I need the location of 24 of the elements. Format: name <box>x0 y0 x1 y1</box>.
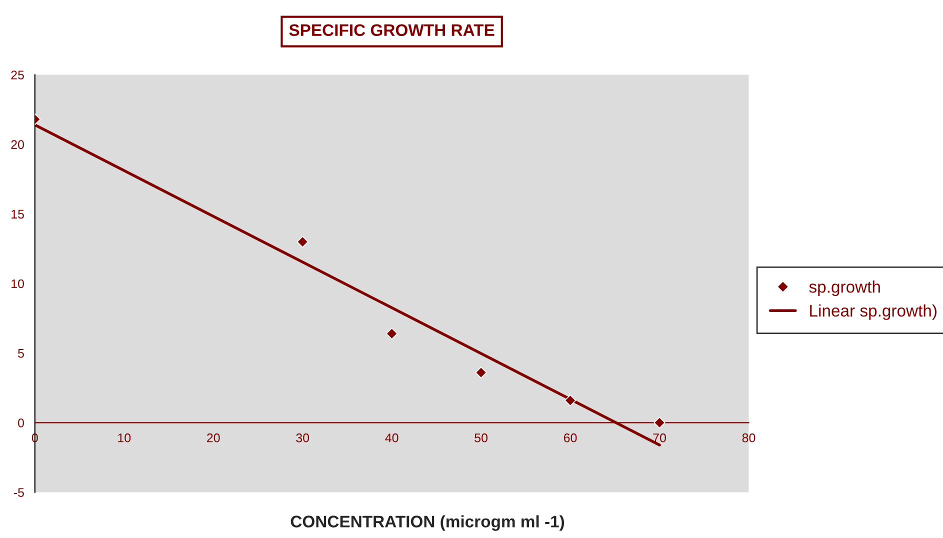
chart-title: SPECIFIC GROWTH RATE <box>289 24 494 36</box>
x-tick-label: 10 <box>118 433 131 442</box>
y-tick-label: 10 <box>12 279 24 288</box>
point <box>296 236 308 248</box>
point <box>475 366 487 378</box>
point <box>386 328 398 340</box>
x-tick-label: 60 <box>564 433 577 442</box>
x-tick-label: 30 <box>296 433 310 442</box>
y-tick-label: 25 <box>11 70 24 80</box>
y-tick-label: 5 <box>18 349 24 358</box>
y-tick-label: -5 <box>14 488 24 497</box>
x-tick-label: 50 <box>474 433 488 442</box>
y-tick-label: 20 <box>11 140 24 150</box>
legend-label: Linear sp.growth) <box>810 304 936 320</box>
x-tick-label: 70 <box>653 433 666 442</box>
point <box>564 394 576 406</box>
x-tick-label: 40 <box>385 433 398 442</box>
point <box>654 416 666 428</box>
x-axis-title: CONCENTRATION (microgm ml -1) <box>290 515 564 531</box>
y-tick-label: 0 <box>18 418 24 428</box>
y-tick-label: 15 <box>12 210 24 219</box>
x-tick-label: 20 <box>207 433 220 442</box>
x-tick-label: 80 <box>742 433 756 442</box>
legend-label: sp.growth <box>809 280 880 296</box>
